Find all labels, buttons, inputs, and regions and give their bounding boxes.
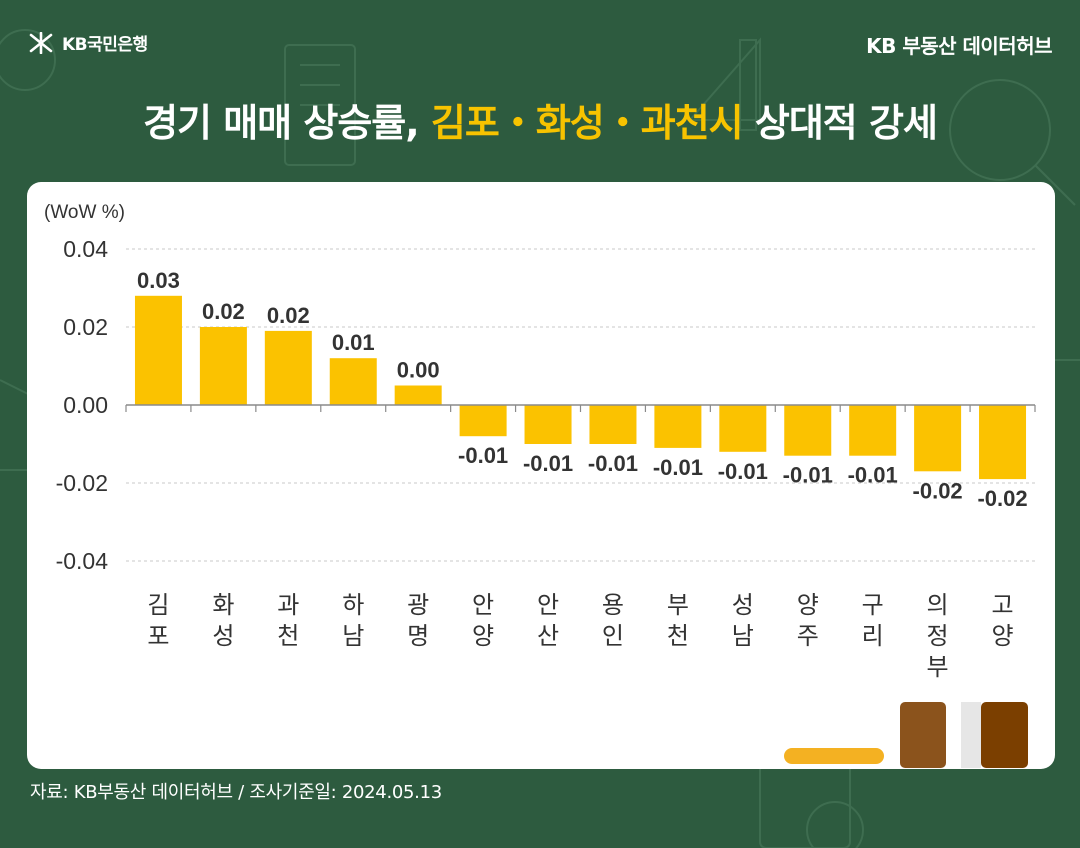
data-label: 0.01 [332, 330, 375, 355]
bar [654, 405, 702, 448]
category-label: 양 [472, 622, 494, 650]
top-bar: KB국민은행 KB 부동산 데이터허브 [0, 0, 1080, 80]
bars [134, 295, 1027, 480]
category-label: 천 [277, 622, 299, 650]
source-footer: 자료: KB부동산 데이터허브 / 조사기준일: 2024.05.13 [30, 782, 442, 803]
grid-lines [126, 248, 1035, 562]
category-label: 고 [991, 591, 1013, 619]
category-label: 천 [667, 622, 689, 650]
category-label: 인 [602, 622, 624, 650]
data-label: -0.01 [653, 455, 703, 480]
bar [524, 405, 572, 444]
y-tick-label: -0.04 [56, 548, 109, 574]
chart-card: (WoW %) 0.04 0.02 0.00 -0.02 -0.04 0.03 김 포 0.02 화… [27, 182, 1055, 769]
category-label: 리 [862, 622, 884, 650]
bar [394, 385, 442, 405]
bar [784, 405, 832, 456]
category-label: 과 [277, 591, 299, 619]
data-label: -0.02 [913, 478, 963, 503]
category-label: 광 [407, 591, 429, 619]
data-label: -0.01 [848, 463, 898, 488]
category-label: 명 [407, 622, 429, 650]
category-label: 주 [797, 622, 819, 650]
axes [125, 404, 1036, 412]
data-label: -0.01 [588, 451, 638, 476]
category-label: 포 [147, 622, 169, 650]
bar [329, 358, 377, 405]
y-tick-label: -0.02 [56, 470, 108, 496]
bar-chart: (WoW %) 0.04 0.02 0.00 -0.02 -0.04 0.03 김포 0.02 화… [44, 202, 1036, 768]
data-label: 0.02 [267, 303, 310, 328]
deco-gray-block [961, 702, 981, 768]
category-label: 성 [212, 622, 234, 650]
category-label: 하 [342, 591, 364, 619]
data-label: -0.02 [977, 486, 1027, 511]
category-label: 안 [537, 591, 559, 619]
deco-brown-block-2 [981, 702, 1028, 768]
bar [589, 405, 637, 444]
headline-accent: 김포・화성・과천시 [430, 101, 744, 145]
bar [199, 327, 247, 405]
data-label: 0.02 [202, 299, 245, 324]
data-label: 0.03 [137, 268, 180, 293]
category-label: 성 [732, 591, 754, 619]
headline-part1: 경기 매매 상승률, [143, 101, 431, 145]
kb-logo: KB국민은행 [28, 30, 148, 55]
category-label: 화 [212, 591, 234, 619]
category-label: 남 [342, 622, 364, 650]
logo-text: KB국민은행 [62, 35, 148, 55]
category-label: 남 [732, 622, 754, 650]
y-tick-label: 0.02 [63, 314, 108, 340]
bar [914, 405, 962, 472]
deco-brown-block-1 [900, 702, 946, 768]
bar [134, 295, 182, 405]
bar [719, 405, 767, 452]
category-label: 용 [602, 591, 624, 619]
kb-star-icon [29, 31, 53, 54]
bar [849, 405, 897, 456]
deco-yellow-bar [784, 748, 884, 764]
category-label: 정 [927, 622, 949, 650]
category-label: 안 [472, 591, 494, 619]
y-tick-label: 0.00 [63, 392, 108, 418]
bar [459, 405, 507, 437]
category-label: 산 [537, 622, 559, 650]
category-label: 양 [991, 622, 1013, 650]
category-label: 부 [667, 591, 689, 619]
brand-label: KB 부동산 데이터허브 [866, 34, 1052, 58]
category-label: 김 [147, 591, 169, 619]
data-label: 0.00 [397, 358, 440, 383]
category-label: 의 [927, 591, 949, 619]
data-label: -0.01 [783, 463, 833, 488]
labels: (WoW %) 0.04 0.02 0.00 -0.02 -0.04 0.03 김포 0.02 화… [44, 202, 1028, 681]
category-label: 부 [927, 653, 949, 681]
data-label: -0.01 [458, 443, 508, 468]
category-label: 구 [862, 591, 884, 619]
y-tick-label: 0.04 [63, 236, 108, 262]
bar [264, 330, 312, 405]
bar [979, 405, 1027, 480]
data-label: -0.01 [718, 459, 768, 484]
y-unit-label: (WoW %) [44, 202, 125, 223]
decorative-shelf [784, 702, 1028, 768]
headline-part2: 상대적 강세 [742, 101, 938, 145]
data-label: -0.01 [523, 451, 573, 476]
category-label: 양 [797, 591, 819, 619]
headline: 경기 매매 상승률, 김포・화성・과천시 상대적 강세 [0, 92, 1080, 147]
